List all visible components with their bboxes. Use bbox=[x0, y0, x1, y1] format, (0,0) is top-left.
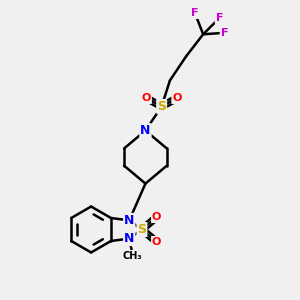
Text: O: O bbox=[152, 237, 161, 247]
Text: O: O bbox=[152, 212, 161, 222]
Text: S: S bbox=[137, 223, 146, 236]
Text: S: S bbox=[157, 100, 166, 113]
Text: O: O bbox=[142, 93, 151, 103]
Text: N: N bbox=[124, 214, 134, 227]
Text: F: F bbox=[216, 13, 223, 23]
Text: O: O bbox=[172, 93, 182, 103]
Text: N: N bbox=[124, 232, 134, 245]
Text: N: N bbox=[140, 124, 151, 137]
Text: CH₃: CH₃ bbox=[123, 251, 142, 261]
Text: F: F bbox=[191, 8, 199, 18]
Text: F: F bbox=[220, 28, 228, 38]
